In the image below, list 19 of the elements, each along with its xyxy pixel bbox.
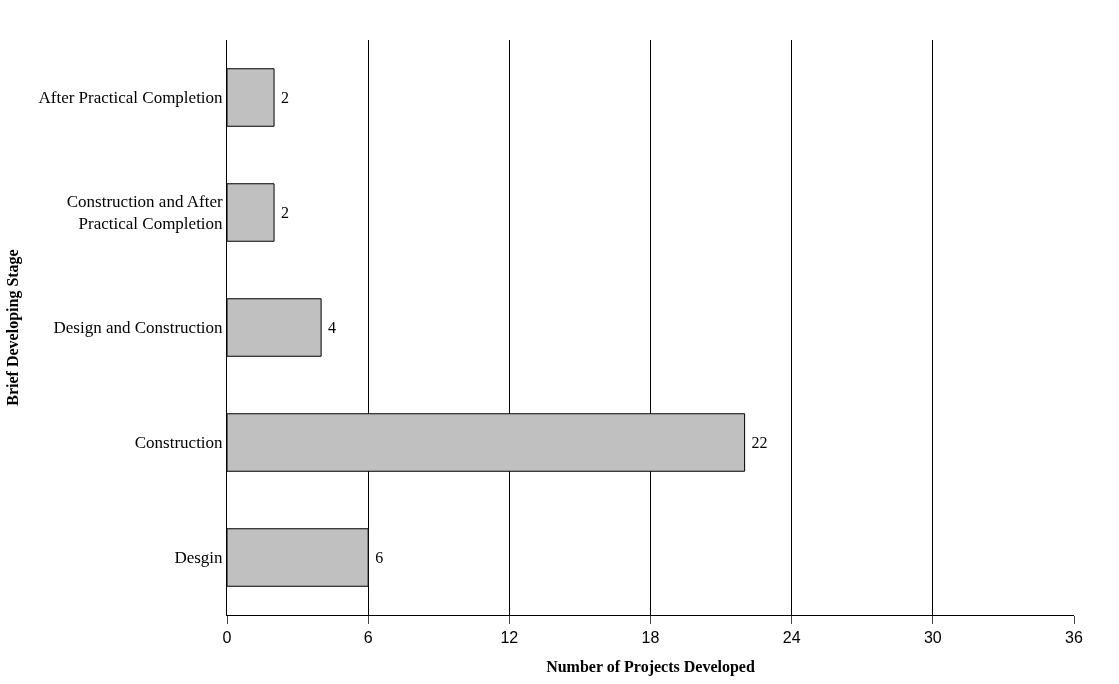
- y-tick-label: Desgin: [174, 548, 224, 568]
- x-tick-label: 18: [641, 629, 660, 647]
- data-label: 2: [277, 89, 290, 106]
- x-tick-label: 30: [923, 629, 942, 647]
- data-label: 4: [324, 319, 337, 336]
- data-label: 22: [747, 434, 768, 451]
- y-tick-label: Design and Construction: [53, 318, 224, 338]
- x-tick-label: 36: [1065, 629, 1083, 647]
- data-label: 2: [277, 204, 290, 221]
- x-tick-label: 24: [782, 629, 801, 647]
- y-tick-label: Construction: [134, 433, 224, 453]
- x-tick-label: 6: [363, 629, 373, 647]
- data-label: 6: [371, 549, 384, 566]
- y-tick-label: After Practical Completion: [38, 88, 224, 108]
- x-tick-label: 12: [500, 629, 519, 647]
- x-axis-title: Number of Projects Developed: [546, 657, 755, 676]
- x-tick-label: 0: [222, 629, 232, 647]
- y-axis-title: Brief Developing Stage: [4, 249, 23, 406]
- y-tick-label: Construction and After Practical Completion: [66, 192, 224, 234]
